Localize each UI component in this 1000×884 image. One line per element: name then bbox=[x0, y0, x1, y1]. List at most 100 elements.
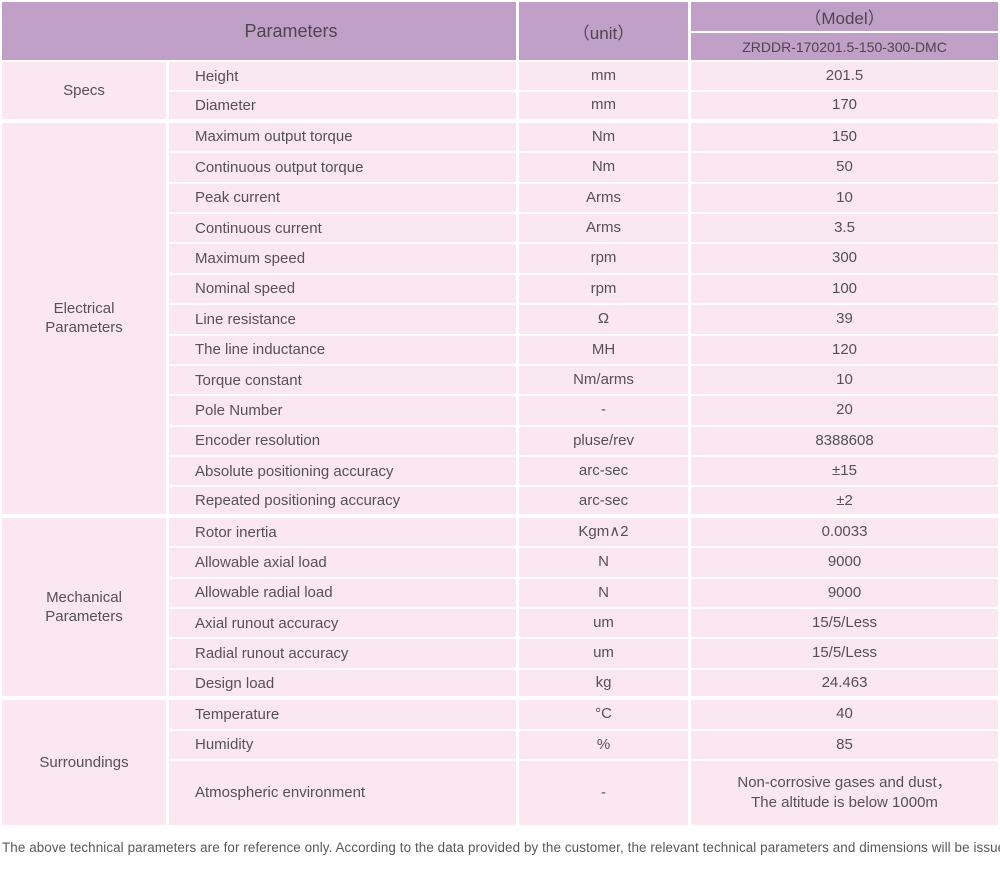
parameter-name-cell: Repeated positioning accuracy bbox=[169, 487, 517, 518]
group-label-surroundings: Surroundings bbox=[2, 700, 169, 829]
table-row: Repeated positioning accuracy arc-sec ±2 bbox=[2, 487, 999, 518]
table-row: Pole Number -20 bbox=[2, 396, 999, 427]
table-row: Specs Height mm 201.5 bbox=[2, 62, 999, 123]
value-cell: 300 bbox=[688, 244, 999, 275]
value-cell: 9000 bbox=[688, 578, 999, 610]
value-cell: 0.0033 bbox=[688, 517, 999, 549]
parameter-name-cell: Continuous current bbox=[169, 213, 517, 245]
parameter-name-cell: Height bbox=[169, 62, 517, 93]
value-cell: 15/5/Less bbox=[688, 609, 999, 640]
unit-header-cell: （unit） bbox=[516, 2, 689, 62]
value-cell: 10 bbox=[688, 183, 999, 214]
model-header-cell: （Model） bbox=[688, 2, 999, 33]
unit-cell: Arms bbox=[516, 213, 689, 245]
table-row: Peak current Arms 10 bbox=[2, 183, 999, 214]
parameters-header-cell: Parameters bbox=[2, 2, 517, 62]
unit-cell: Nm bbox=[516, 122, 689, 154]
table-row: Nominal speed rpm 100 bbox=[2, 274, 999, 306]
value-cell: 10 bbox=[688, 365, 999, 397]
parameter-name-cell: Maximum speed bbox=[169, 244, 517, 275]
footer-note: The above technical parameters are for r… bbox=[2, 839, 1000, 855]
table-row: Axial runout accuracy um 15/5/Less bbox=[2, 609, 999, 640]
value-cell: 39 bbox=[688, 305, 999, 336]
parameter-name-cell: Diameter bbox=[169, 92, 517, 123]
table-row: Continuous output torque Nm 50 bbox=[2, 153, 999, 184]
value-cell: ±15 bbox=[688, 457, 999, 488]
table-row: Encoder resolution pluse/rev 8388608 bbox=[2, 426, 999, 458]
unit-cell: rpm bbox=[516, 244, 689, 275]
table-row: Absolute positioning accuracy arc-sec ±15 bbox=[2, 457, 999, 488]
table-row: Atmospheric environment - Non-corrosive ga… bbox=[2, 760, 999, 829]
parameter-name-cell: Rotor inertia bbox=[169, 517, 517, 549]
table-row: Diameter mm 170 bbox=[2, 92, 999, 123]
spec-table: Parameters （unit） （Model） ZRDDR-170201.5… bbox=[2, 2, 999, 829]
value-cell: ±2 bbox=[688, 487, 999, 518]
header-row-2: ZRDDR-170201.5-150-300-DMC bbox=[2, 33, 999, 62]
parameter-name-cell: Pole Number bbox=[169, 396, 517, 427]
table-row: Line resistance Ω 39 bbox=[2, 305, 999, 336]
value-cell: 3.5 bbox=[688, 213, 999, 245]
value-cell: 170 bbox=[688, 92, 999, 123]
parameter-name-cell: Nominal speed bbox=[169, 274, 517, 306]
table-row: Surroundings Temperature °C 40 bbox=[2, 700, 999, 829]
parameter-name-cell: Line resistance bbox=[169, 305, 517, 336]
parameter-name-cell: Torque constant bbox=[169, 365, 517, 397]
unit-cell: pluse/rev bbox=[516, 426, 689, 458]
unit-cell: Nm/arms bbox=[516, 365, 689, 397]
parameter-name-cell: Maximum output torque bbox=[169, 122, 517, 154]
table-row: Mechanical Parameters Rotor inertia Kgm∧2 0… bbox=[2, 517, 999, 701]
header-row-1: Parameters （unit） （Model） bbox=[2, 2, 999, 62]
parameter-name-cell: Humidity bbox=[169, 730, 517, 761]
parameter-name-cell: Axial runout accuracy bbox=[169, 609, 517, 640]
unit-cell: °C bbox=[516, 700, 689, 731]
unit-cell: rpm bbox=[516, 274, 689, 306]
table-row: Maximum speed rpm 300 bbox=[2, 244, 999, 275]
table-row: Allowable radial load N 9000 bbox=[2, 578, 999, 610]
unit-cell: Arms bbox=[516, 183, 689, 214]
table-row: Allowable axial load N 9000 bbox=[2, 548, 999, 579]
parameter-name-cell: Radial runout accuracy bbox=[169, 639, 517, 670]
unit-cell: um bbox=[516, 639, 689, 670]
unit-cell: N bbox=[516, 548, 689, 579]
unit-cell: arc-sec bbox=[516, 487, 689, 518]
table-body: Specs Height mm 201.5 Diameter mm 170 Electrica… bbox=[2, 62, 999, 829]
unit-cell: Ω bbox=[516, 305, 689, 336]
page: Parameters （unit） （Model） ZRDDR-170201.5… bbox=[2, 2, 1000, 855]
value-cell: 15/5/Less bbox=[688, 639, 999, 670]
unit-cell: - bbox=[516, 760, 689, 829]
value-cell: 100 bbox=[688, 274, 999, 306]
parameter-name-cell: The line inductance bbox=[169, 335, 517, 366]
parameter-name-cell: Temperature bbox=[169, 700, 517, 731]
unit-cell: MH bbox=[516, 335, 689, 366]
unit-cell: N bbox=[516, 578, 689, 610]
parameter-name-cell: Absolute positioning accuracy bbox=[169, 457, 517, 488]
value-cell: 20 bbox=[688, 396, 999, 427]
unit-cell: % bbox=[516, 730, 689, 761]
table-row: Humidity% 85 bbox=[2, 730, 999, 761]
parameter-name-cell: Allowable axial load bbox=[169, 548, 517, 579]
unit-cell: mm bbox=[516, 62, 689, 93]
value-cell: 85 bbox=[688, 730, 999, 761]
value-cell: 150 bbox=[688, 122, 999, 154]
parameter-name-cell: Continuous output torque bbox=[169, 153, 517, 184]
value-cell: 8388608 bbox=[688, 426, 999, 458]
table-row: Electrical Parameters Maximum output torq… bbox=[2, 122, 999, 518]
parameter-name-cell: Atmospheric environment bbox=[169, 760, 517, 829]
group-label-specs: Specs bbox=[2, 62, 169, 123]
table-row: Radial runout accuracy um 15/5/Less bbox=[2, 639, 999, 670]
value-cell: Non-corrosive gases and dust， The altitu… bbox=[688, 760, 999, 829]
value-cell: 50 bbox=[688, 153, 999, 184]
unit-cell: - bbox=[516, 396, 689, 427]
parameter-name-cell: Allowable radial load bbox=[169, 578, 517, 610]
value-cell: 120 bbox=[688, 335, 999, 366]
parameter-name-cell: Encoder resolution bbox=[169, 426, 517, 458]
parameter-name-cell: Peak current bbox=[169, 183, 517, 214]
table-row: Design load kg 24.463 bbox=[2, 669, 999, 701]
value-cell: 201.5 bbox=[688, 62, 999, 93]
unit-cell: kg bbox=[516, 669, 689, 701]
group-label-mechanical: Mechanical Parameters bbox=[2, 517, 169, 701]
unit-cell: Kgm∧2 bbox=[516, 517, 689, 549]
parameter-name-cell: Design load bbox=[169, 669, 517, 701]
unit-cell: arc-sec bbox=[516, 457, 689, 488]
model-number-cell: ZRDDR-170201.5-150-300-DMC bbox=[688, 33, 999, 62]
